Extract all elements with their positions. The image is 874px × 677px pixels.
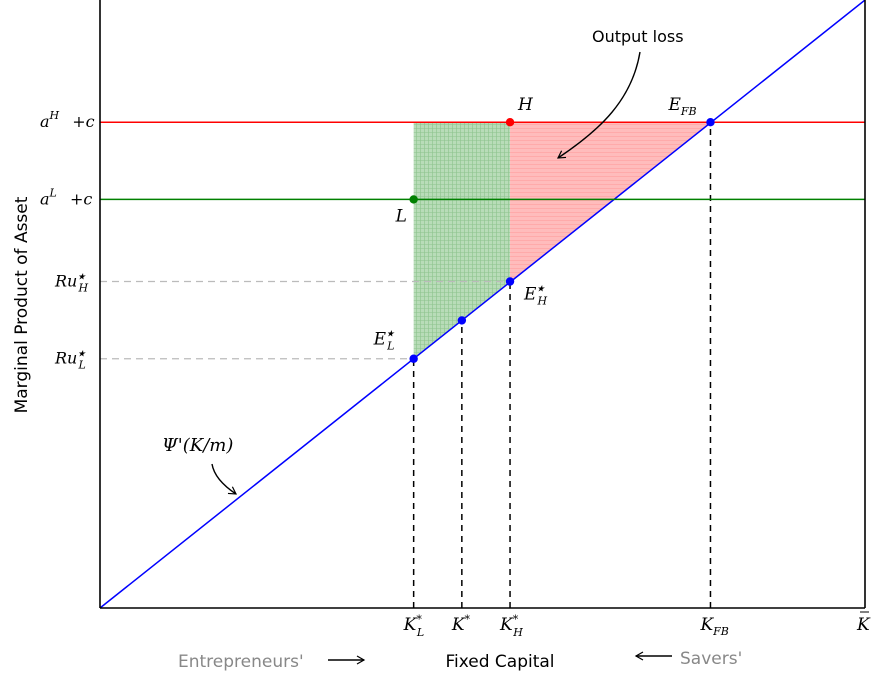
shaded-regions [413, 122, 711, 359]
label-efb: EFB [667, 95, 696, 118]
y-tick-label-2: Ru★ H [54, 272, 88, 295]
label-h: H [517, 95, 534, 115]
data-points [409, 118, 715, 363]
point-e-l [409, 354, 418, 363]
label-l: L [395, 206, 407, 226]
x-tick-labels: K* L K* K* H KFB K [403, 611, 871, 639]
x-tick-label-3: KFB [699, 615, 728, 638]
label-el: E★ L [373, 330, 395, 353]
label-eh: E★ H [523, 285, 548, 308]
x-tick-label-2: K* H [499, 613, 523, 639]
y-tick-label-3: Ru★ L [54, 349, 86, 372]
data-lines [99, 0, 866, 609]
point-l [409, 195, 418, 204]
y-tick-label-1: aL +c [40, 186, 92, 208]
point-labels: H L EFB E★ H E★ L [373, 95, 697, 353]
x-axis-label: Fixed Capital [445, 652, 554, 672]
point-e-h [505, 277, 515, 286]
point-e-fb [706, 118, 715, 127]
point-kstar [457, 316, 467, 325]
y-tick-label-0: aH +c [40, 109, 95, 131]
entrepreneurs-label: Entrepreneurs' [178, 652, 304, 672]
output-loss-arrow [556, 51, 641, 159]
axes-frame [99, 0, 866, 609]
x-tick-label-0: K* L [403, 613, 425, 639]
green-region [413, 122, 511, 359]
guide-lines [100, 122, 712, 608]
psi-curve-arrow [211, 463, 238, 495]
output-loss-label: Output loss [592, 27, 684, 46]
psi-curve-line [99, 0, 866, 609]
psi-curve-label: Ψ'(K/m) [162, 435, 233, 456]
savers-label: Savers' [680, 649, 742, 669]
y-axis-label: Marginal Product of Asset [12, 196, 32, 413]
y-tick-labels: aH +c aL +c Ru★ H Ru★ L [40, 109, 95, 372]
x-tick-label-4: K [856, 615, 871, 635]
point-h [505, 118, 515, 127]
output-loss-region [510, 122, 711, 282]
x-tick-label-1: K* [451, 613, 471, 635]
